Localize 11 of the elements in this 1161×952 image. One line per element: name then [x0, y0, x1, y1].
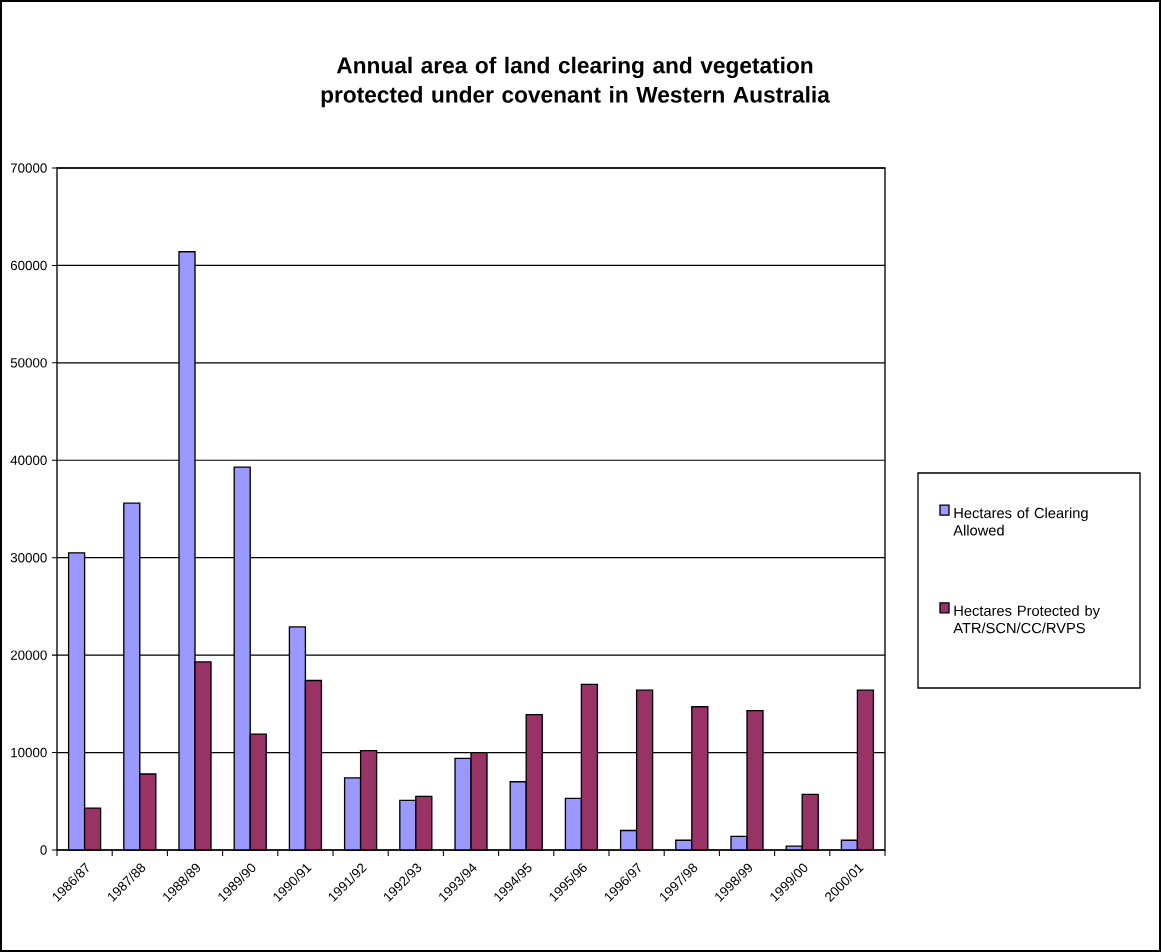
legend-label: Hectares of Clearing Allowed — [953, 507, 1088, 536]
y-tick-label: 70000 — [10, 163, 47, 173]
y-tick-label: 60000 — [10, 260, 47, 271]
chart-title: Annual area of land clearing and vegetation protected under covenant in Western Australia — [321, 56, 830, 108]
y-tick-label: 50000 — [10, 358, 47, 368]
y-tick-label: 0 — [40, 845, 47, 855]
y-tick-label: 40000 — [10, 455, 47, 465]
y-tick-label: 10000 — [11, 747, 47, 758]
legend-label: Hectares Protected by ATR/SCN/CC/RVPS — [953, 605, 1100, 634]
y-tick-label: 20000 — [10, 650, 47, 660]
y-tick-label: 30000 — [10, 552, 47, 563]
